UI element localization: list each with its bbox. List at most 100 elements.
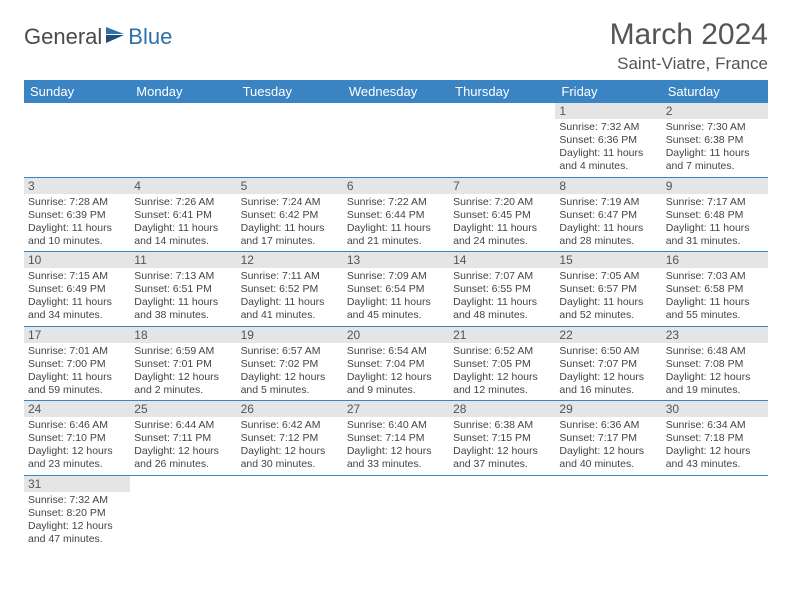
calendar-day-cell xyxy=(343,103,449,177)
day-details: Sunrise: 6:38 AMSunset: 7:15 PMDaylight:… xyxy=(449,417,555,475)
day-number: 16 xyxy=(662,252,768,268)
weekday-header: Saturday xyxy=(662,80,768,103)
weekday-header: Monday xyxy=(130,80,236,103)
calendar-week-row: 1Sunrise: 7:32 AMSunset: 6:36 PMDaylight… xyxy=(24,103,768,177)
calendar-day-cell: 2Sunrise: 7:30 AMSunset: 6:38 PMDaylight… xyxy=(662,103,768,177)
day-number: 21 xyxy=(449,327,555,343)
brand-name-2: Blue xyxy=(128,24,172,50)
day-number: 31 xyxy=(24,476,130,492)
day-details: Sunrise: 6:42 AMSunset: 7:12 PMDaylight:… xyxy=(237,417,343,475)
day-number: 3 xyxy=(24,178,130,194)
day-details: Sunrise: 7:11 AMSunset: 6:52 PMDaylight:… xyxy=(237,268,343,326)
day-number: 11 xyxy=(130,252,236,268)
calendar-day-cell xyxy=(449,103,555,177)
day-number: 9 xyxy=(662,178,768,194)
day-details: Sunrise: 7:17 AMSunset: 6:48 PMDaylight:… xyxy=(662,194,768,252)
calendar-day-cell: 25Sunrise: 6:44 AMSunset: 7:11 PMDayligh… xyxy=(130,401,236,476)
calendar-day-cell: 10Sunrise: 7:15 AMSunset: 6:49 PMDayligh… xyxy=(24,252,130,327)
day-details: Sunrise: 6:44 AMSunset: 7:11 PMDaylight:… xyxy=(130,417,236,475)
calendar-day-cell: 20Sunrise: 6:54 AMSunset: 7:04 PMDayligh… xyxy=(343,326,449,401)
day-number: 12 xyxy=(237,252,343,268)
day-number: 18 xyxy=(130,327,236,343)
calendar-day-cell: 18Sunrise: 6:59 AMSunset: 7:01 PMDayligh… xyxy=(130,326,236,401)
calendar-day-cell: 27Sunrise: 6:40 AMSunset: 7:14 PMDayligh… xyxy=(343,401,449,476)
day-number: 26 xyxy=(237,401,343,417)
flag-icon xyxy=(104,25,126,50)
day-number: 27 xyxy=(343,401,449,417)
day-number: 13 xyxy=(343,252,449,268)
day-details: Sunrise: 7:30 AMSunset: 6:38 PMDaylight:… xyxy=(662,119,768,177)
day-details: Sunrise: 7:32 AMSunset: 6:36 PMDaylight:… xyxy=(555,119,661,177)
calendar-day-cell xyxy=(237,475,343,549)
calendar-day-cell: 23Sunrise: 6:48 AMSunset: 7:08 PMDayligh… xyxy=(662,326,768,401)
calendar-day-cell: 21Sunrise: 6:52 AMSunset: 7:05 PMDayligh… xyxy=(449,326,555,401)
calendar-day-cell: 26Sunrise: 6:42 AMSunset: 7:12 PMDayligh… xyxy=(237,401,343,476)
calendar-day-cell: 28Sunrise: 6:38 AMSunset: 7:15 PMDayligh… xyxy=(449,401,555,476)
day-details: Sunrise: 6:46 AMSunset: 7:10 PMDaylight:… xyxy=(24,417,130,475)
day-number: 5 xyxy=(237,178,343,194)
day-number: 24 xyxy=(24,401,130,417)
calendar-day-cell xyxy=(662,475,768,549)
calendar-day-cell xyxy=(555,475,661,549)
calendar-day-cell: 17Sunrise: 7:01 AMSunset: 7:00 PMDayligh… xyxy=(24,326,130,401)
day-details: Sunrise: 6:52 AMSunset: 7:05 PMDaylight:… xyxy=(449,343,555,401)
calendar-day-cell xyxy=(237,103,343,177)
day-details: Sunrise: 7:20 AMSunset: 6:45 PMDaylight:… xyxy=(449,194,555,252)
day-number: 22 xyxy=(555,327,661,343)
calendar-week-row: 3Sunrise: 7:28 AMSunset: 6:39 PMDaylight… xyxy=(24,177,768,252)
day-details: Sunrise: 7:32 AMSunset: 8:20 PMDaylight:… xyxy=(24,492,130,550)
calendar-day-cell: 14Sunrise: 7:07 AMSunset: 6:55 PMDayligh… xyxy=(449,252,555,327)
day-number: 7 xyxy=(449,178,555,194)
day-details: Sunrise: 6:59 AMSunset: 7:01 PMDaylight:… xyxy=(130,343,236,401)
weekday-header: Sunday xyxy=(24,80,130,103)
calendar-day-cell: 1Sunrise: 7:32 AMSunset: 6:36 PMDaylight… xyxy=(555,103,661,177)
day-details: Sunrise: 7:13 AMSunset: 6:51 PMDaylight:… xyxy=(130,268,236,326)
day-number: 19 xyxy=(237,327,343,343)
calendar-day-cell: 30Sunrise: 6:34 AMSunset: 7:18 PMDayligh… xyxy=(662,401,768,476)
day-number: 29 xyxy=(555,401,661,417)
day-details: Sunrise: 7:24 AMSunset: 6:42 PMDaylight:… xyxy=(237,194,343,252)
calendar-day-cell: 4Sunrise: 7:26 AMSunset: 6:41 PMDaylight… xyxy=(130,177,236,252)
calendar-day-cell: 31Sunrise: 7:32 AMSunset: 8:20 PMDayligh… xyxy=(24,475,130,549)
day-details: Sunrise: 7:07 AMSunset: 6:55 PMDaylight:… xyxy=(449,268,555,326)
calendar-week-row: 10Sunrise: 7:15 AMSunset: 6:49 PMDayligh… xyxy=(24,252,768,327)
weekday-header: Thursday xyxy=(449,80,555,103)
day-number: 4 xyxy=(130,178,236,194)
calendar-day-cell: 6Sunrise: 7:22 AMSunset: 6:44 PMDaylight… xyxy=(343,177,449,252)
calendar-week-row: 31Sunrise: 7:32 AMSunset: 8:20 PMDayligh… xyxy=(24,475,768,549)
weekday-header-row: SundayMondayTuesdayWednesdayThursdayFrid… xyxy=(24,80,768,103)
day-details: Sunrise: 6:54 AMSunset: 7:04 PMDaylight:… xyxy=(343,343,449,401)
day-details: Sunrise: 7:22 AMSunset: 6:44 PMDaylight:… xyxy=(343,194,449,252)
day-number: 23 xyxy=(662,327,768,343)
calendar-day-cell xyxy=(24,103,130,177)
weekday-header: Wednesday xyxy=(343,80,449,103)
day-number: 15 xyxy=(555,252,661,268)
day-number: 25 xyxy=(130,401,236,417)
calendar-day-cell: 9Sunrise: 7:17 AMSunset: 6:48 PMDaylight… xyxy=(662,177,768,252)
day-details: Sunrise: 7:03 AMSunset: 6:58 PMDaylight:… xyxy=(662,268,768,326)
calendar-day-cell: 7Sunrise: 7:20 AMSunset: 6:45 PMDaylight… xyxy=(449,177,555,252)
calendar-week-row: 24Sunrise: 6:46 AMSunset: 7:10 PMDayligh… xyxy=(24,401,768,476)
calendar-day-cell xyxy=(130,103,236,177)
calendar-table: SundayMondayTuesdayWednesdayThursdayFrid… xyxy=(24,80,768,549)
calendar-day-cell: 22Sunrise: 6:50 AMSunset: 7:07 PMDayligh… xyxy=(555,326,661,401)
day-details: Sunrise: 7:28 AMSunset: 6:39 PMDaylight:… xyxy=(24,194,130,252)
day-details: Sunrise: 6:50 AMSunset: 7:07 PMDaylight:… xyxy=(555,343,661,401)
location-label: Saint-Viatre, France xyxy=(610,54,768,74)
brand-logo: General Blue xyxy=(24,24,172,50)
brand-name-1: General xyxy=(24,24,102,50)
day-number: 6 xyxy=(343,178,449,194)
day-number: 2 xyxy=(662,103,768,119)
calendar-day-cell: 12Sunrise: 7:11 AMSunset: 6:52 PMDayligh… xyxy=(237,252,343,327)
day-details: Sunrise: 7:09 AMSunset: 6:54 PMDaylight:… xyxy=(343,268,449,326)
day-number: 8 xyxy=(555,178,661,194)
day-number: 1 xyxy=(555,103,661,119)
calendar-day-cell: 24Sunrise: 6:46 AMSunset: 7:10 PMDayligh… xyxy=(24,401,130,476)
day-number: 28 xyxy=(449,401,555,417)
title-block: March 2024 Saint-Viatre, France xyxy=(610,18,768,74)
day-number: 30 xyxy=(662,401,768,417)
header: General Blue March 2024 Saint-Viatre, Fr… xyxy=(24,18,768,74)
day-number: 14 xyxy=(449,252,555,268)
calendar-day-cell: 5Sunrise: 7:24 AMSunset: 6:42 PMDaylight… xyxy=(237,177,343,252)
day-details: Sunrise: 6:34 AMSunset: 7:18 PMDaylight:… xyxy=(662,417,768,475)
